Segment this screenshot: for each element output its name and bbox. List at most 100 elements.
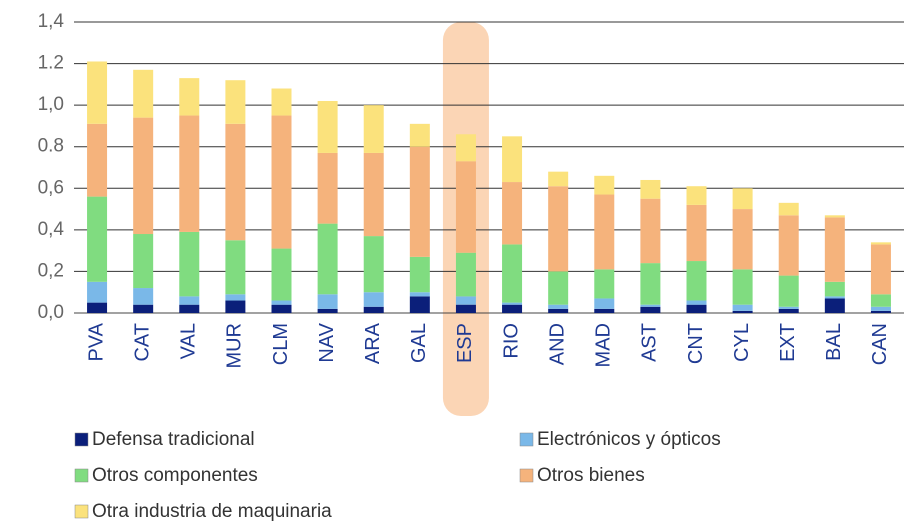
bar-segment (363, 105, 384, 153)
bar-segment (317, 100, 338, 153)
bar-segment (502, 136, 523, 183)
bar-segment (502, 182, 523, 245)
legend-swatch (74, 504, 89, 519)
legend-label: Electrónicos y ópticos (537, 429, 721, 450)
bar-segment (179, 231, 200, 297)
bar-segment (686, 304, 707, 313)
bar-segment (778, 202, 799, 216)
legend-swatch (519, 432, 534, 447)
legend-label: Otros componentes (92, 465, 258, 486)
bar-segment (824, 296, 845, 299)
bar-segment (271, 248, 292, 301)
bar-segment (732, 269, 753, 305)
bar-segment (87, 123, 108, 197)
bar-segment (317, 308, 338, 313)
x-tick-label: ESP (454, 323, 476, 363)
y-tick-label: 0.8 (38, 136, 64, 157)
bar-segment (594, 298, 615, 309)
bar-segment (732, 310, 753, 313)
bar-segment (870, 242, 891, 245)
bar-segment (686, 204, 707, 262)
bar-segment (594, 269, 615, 299)
bar-segment (455, 296, 476, 305)
legend-swatch (519, 468, 534, 483)
y-tick-label: 0,0 (38, 302, 64, 323)
bar-segment (87, 196, 108, 282)
legend-swatch (74, 468, 89, 483)
bar-segment (271, 300, 292, 305)
x-tick-label: AST (639, 323, 661, 362)
x-tick-label: PVA (85, 322, 107, 361)
bar-segment (409, 256, 430, 293)
bar-segment (271, 88, 292, 116)
y-tick-label: 1,0 (38, 94, 64, 115)
bar-segment (455, 134, 476, 162)
bar-segment (225, 123, 246, 241)
bar-segment (225, 240, 246, 295)
bar-segment (225, 300, 246, 313)
bar-segment (133, 69, 154, 118)
bar-segment (870, 310, 891, 313)
bar-segment (179, 78, 200, 116)
x-tick-label: CLM (270, 323, 292, 365)
bar-segment (317, 294, 338, 309)
bar-segment (179, 115, 200, 232)
bar-segment (640, 179, 661, 199)
x-tick-label: ARA (362, 322, 384, 364)
bar-segment (271, 115, 292, 249)
bar-segment (686, 261, 707, 301)
bar-segment (363, 236, 384, 293)
bar-segment (409, 296, 430, 313)
bar-segment (409, 123, 430, 147)
x-tick-label: CYL (731, 323, 753, 362)
bar-segment (594, 175, 615, 195)
bar-segment (502, 304, 523, 313)
bar-segment (870, 244, 891, 295)
x-tick-label: EXT (777, 323, 799, 362)
legend-swatch (74, 432, 89, 447)
bar-segment (133, 304, 154, 313)
legend-label: Otra industria de maquinaria (92, 501, 332, 522)
x-tick-label: GAL (408, 323, 430, 363)
y-tick-label: 0,2 (38, 260, 64, 281)
bar-segment (455, 252, 476, 297)
bar-segment (870, 294, 891, 307)
bar-segment (179, 296, 200, 305)
bar-segment (732, 209, 753, 270)
x-tick-label: RIO (500, 323, 522, 359)
bar-segment (317, 152, 338, 224)
bar-segment (363, 306, 384, 313)
y-tick-label: 0,6 (38, 177, 64, 198)
bar-segment (548, 186, 569, 272)
bar-segment (317, 223, 338, 295)
bar-segment (363, 152, 384, 237)
bar-segment (271, 304, 292, 313)
bar-segment (686, 300, 707, 305)
x-tick-label: MAD (593, 323, 615, 367)
bar-segment (548, 171, 569, 187)
bar-segment (548, 304, 569, 309)
x-tick-label: CAT (131, 323, 153, 362)
bar-segment (732, 188, 753, 210)
bar-segment (640, 304, 661, 307)
x-tick-label: BAL (823, 323, 845, 361)
legend-label: Defensa tradicional (92, 429, 255, 450)
x-tick-label: CNT (685, 323, 707, 364)
bar-segment (870, 306, 891, 311)
bar-segment (87, 281, 108, 303)
bar-segment (778, 306, 799, 309)
bar-segment (778, 215, 799, 276)
bar-segment (732, 304, 753, 311)
x-tick-label: AND (546, 323, 568, 365)
legend-label: Otros bienes (537, 465, 645, 486)
bar-segment (824, 281, 845, 297)
bar-segment (502, 302, 523, 305)
bar-segment (409, 292, 430, 297)
bar-segment (640, 263, 661, 305)
bar-segment (640, 306, 661, 313)
bar-segment (87, 302, 108, 313)
bar-segment (594, 194, 615, 270)
bar-segment (225, 80, 246, 124)
x-tick-label: MUR (224, 323, 246, 369)
bar-segment (455, 161, 476, 253)
